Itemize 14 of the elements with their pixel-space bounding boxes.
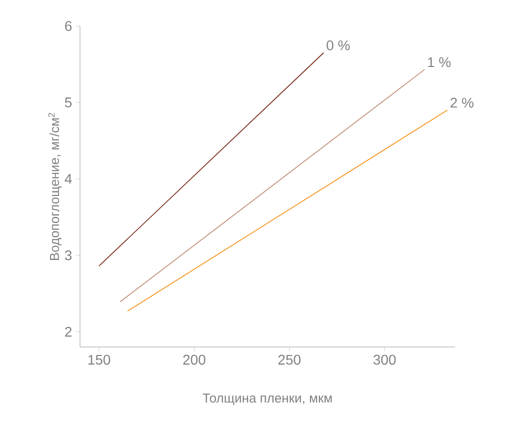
y-tick-label: 2	[65, 326, 72, 337]
y-axis-title: Водопоглощение, мг/см$^{2}$	[48, 112, 62, 260]
y-tick-label: 6	[65, 21, 72, 31]
y-tick-label: 5	[64, 98, 72, 108]
y-tick-label: 3	[64, 250, 72, 260]
x-tick-label: 300	[373, 354, 396, 365]
x-axis-title: Толщина пленки, мкм	[202, 394, 332, 406]
x-tick-label: 250	[278, 354, 301, 365]
y-tick-label: 4	[64, 174, 72, 184]
x-tick-label: 150	[88, 354, 110, 365]
series-label: 2 %	[450, 98, 474, 108]
series-label: 1 %	[428, 57, 451, 68]
series-label: 0 %	[326, 40, 350, 50]
x-tick-label: 200	[183, 354, 206, 365]
